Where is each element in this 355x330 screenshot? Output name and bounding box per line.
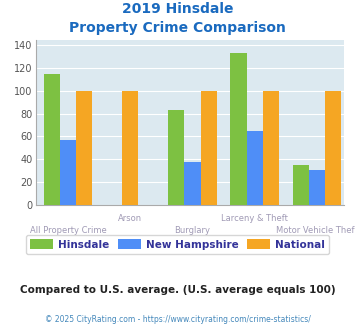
Bar (168, 110, 185, 205)
Bar (230, 53, 246, 205)
Text: Compared to U.S. average. (U.S. average equals 100): Compared to U.S. average. (U.S. average … (20, 285, 335, 295)
Bar (44, 74, 60, 205)
Bar (293, 165, 308, 205)
Text: Larceny & Theft: Larceny & Theft (221, 214, 288, 223)
Text: 2019 Hinsdale: 2019 Hinsdale (122, 2, 233, 16)
Legend: Hinsdale, New Hampshire, National: Hinsdale, New Hampshire, National (26, 235, 329, 254)
Bar (185, 162, 201, 205)
Bar (324, 91, 341, 205)
Bar (201, 91, 217, 205)
Bar (76, 91, 92, 205)
Text: © 2025 CityRating.com - https://www.cityrating.com/crime-statistics/: © 2025 CityRating.com - https://www.city… (45, 315, 310, 324)
Text: Motor Vehicle Theft: Motor Vehicle Theft (276, 226, 355, 235)
Text: Property Crime Comparison: Property Crime Comparison (69, 21, 286, 35)
Bar (60, 140, 76, 205)
Bar (308, 171, 324, 205)
Text: Burglary: Burglary (174, 226, 211, 235)
Bar (122, 91, 138, 205)
Text: Arson: Arson (118, 214, 142, 223)
Text: All Property Crime: All Property Crime (30, 226, 107, 235)
Bar (246, 131, 263, 205)
Bar (263, 91, 279, 205)
